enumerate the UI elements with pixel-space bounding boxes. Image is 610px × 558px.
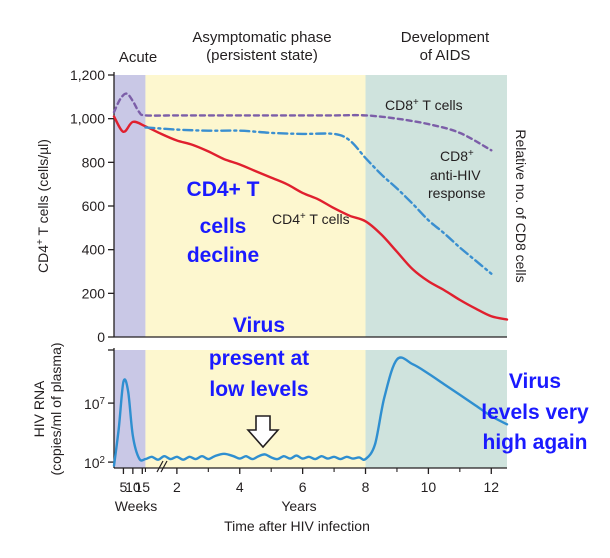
- cd8-series-label: CD8+ T cells: [385, 97, 463, 114]
- x-tick-label: 8: [362, 479, 370, 495]
- cd8-anti-hiv-label-line2: anti-HIV: [430, 167, 481, 183]
- cd4-y-tick-label: 0: [97, 329, 105, 345]
- cd4-y-tick-label: 600: [82, 198, 106, 214]
- callout-virus-high-2: high again: [483, 431, 588, 454]
- cd4-panel-axes: 0 200 400 600 800 1,000 1,200 CD4+ T cells (cel…: [35, 67, 530, 345]
- cd8-right-axis-title: Relative no. of CD8 cells: [513, 129, 529, 282]
- x-axis-title: Time after HIV infection: [224, 518, 370, 534]
- x-tick-label: 2: [173, 479, 181, 495]
- callout-virus-low-1: present at: [209, 347, 309, 370]
- series-line-0: [112, 115, 509, 321]
- phase-label-0-0: Acute: [119, 49, 157, 66]
- cd4-y-axis-title: CD4+ T cells (cells/µl): [35, 139, 52, 273]
- down-arrow-icon: [246, 415, 280, 449]
- cd8-anti-hiv-label-line3: response: [428, 185, 486, 201]
- callouts: CD4+ T cells decline Virus present at low lev…: [187, 178, 590, 454]
- callout-virus-high-0: Virus: [509, 370, 561, 393]
- rna-y-tick-label: 102: [84, 455, 105, 472]
- phase-band-0-cd4: [114, 75, 146, 337]
- callout-cd4-decline-0: CD4+ T: [187, 178, 260, 201]
- rna-y-axis-title-0: HIV RNA: [31, 380, 47, 437]
- x-tick-label: 5: [120, 479, 128, 495]
- cd8-anti-hiv-label-line1: CD8+: [440, 148, 474, 165]
- callout-cd4-decline-2: decline: [187, 244, 259, 267]
- x-tick-label: 4: [236, 479, 244, 495]
- phase-band-1-rna: [145, 350, 366, 468]
- cd4-y-tick-label: 400: [82, 242, 106, 258]
- x-axis-weeks-label: Weeks: [115, 498, 158, 514]
- callout-virus-low-0: Virus: [233, 314, 285, 337]
- callout-virus-high-1: levels very: [481, 401, 589, 424]
- cd4-y-tick-label: 200: [82, 285, 106, 301]
- phase-label-2-0: Development: [401, 29, 490, 46]
- phase-label-1-0: Asymptomatic phase: [192, 29, 331, 46]
- cd4-panel-series: CD4+ T cells CD8+ T cells CD8+ anti-HIV resp…: [112, 92, 509, 321]
- rna-y-axis-title-1: (copies/ml of plasma): [48, 342, 64, 475]
- x-axis-years-label: Years: [281, 498, 316, 514]
- x-tick-label: 10: [421, 479, 437, 495]
- cd4-y-tick-label: 800: [82, 154, 106, 170]
- phase-labels: Acute Asymptomatic phase(persistent state…: [119, 29, 490, 66]
- cd4-series-label: CD4+ T cells: [272, 211, 350, 228]
- phase-label-2-1: of AIDS: [420, 47, 471, 64]
- x-tick-label: 10: [125, 479, 141, 495]
- phase-band-2-cd4: [365, 75, 507, 337]
- phase-band-2-rna: [365, 350, 507, 468]
- cd4-y-tick-label: 1,200: [70, 67, 105, 83]
- callout-virus-low-2: low levels: [209, 378, 308, 401]
- cd4-y-tick-label: 1,000: [70, 111, 105, 127]
- series-line-2: [144, 126, 493, 275]
- hiv-rna-panel-axes: 102 107 HIV RNA (copies/ml of plasma): [31, 342, 115, 476]
- x-tick-label: 6: [299, 479, 307, 495]
- series-line-1: [112, 92, 493, 152]
- x-tick-label: 12: [483, 479, 499, 495]
- hiv-rna-line: [112, 356, 509, 467]
- rna-y-tick-label: 107: [84, 396, 105, 413]
- hiv-rna-panel-series: [112, 356, 509, 467]
- x-tick-label: 15: [135, 479, 151, 495]
- axis-break-mark: [156, 460, 168, 473]
- callout-cd4-decline-1: cells: [200, 215, 247, 238]
- phase-label-1-1: (persistent state): [206, 47, 318, 64]
